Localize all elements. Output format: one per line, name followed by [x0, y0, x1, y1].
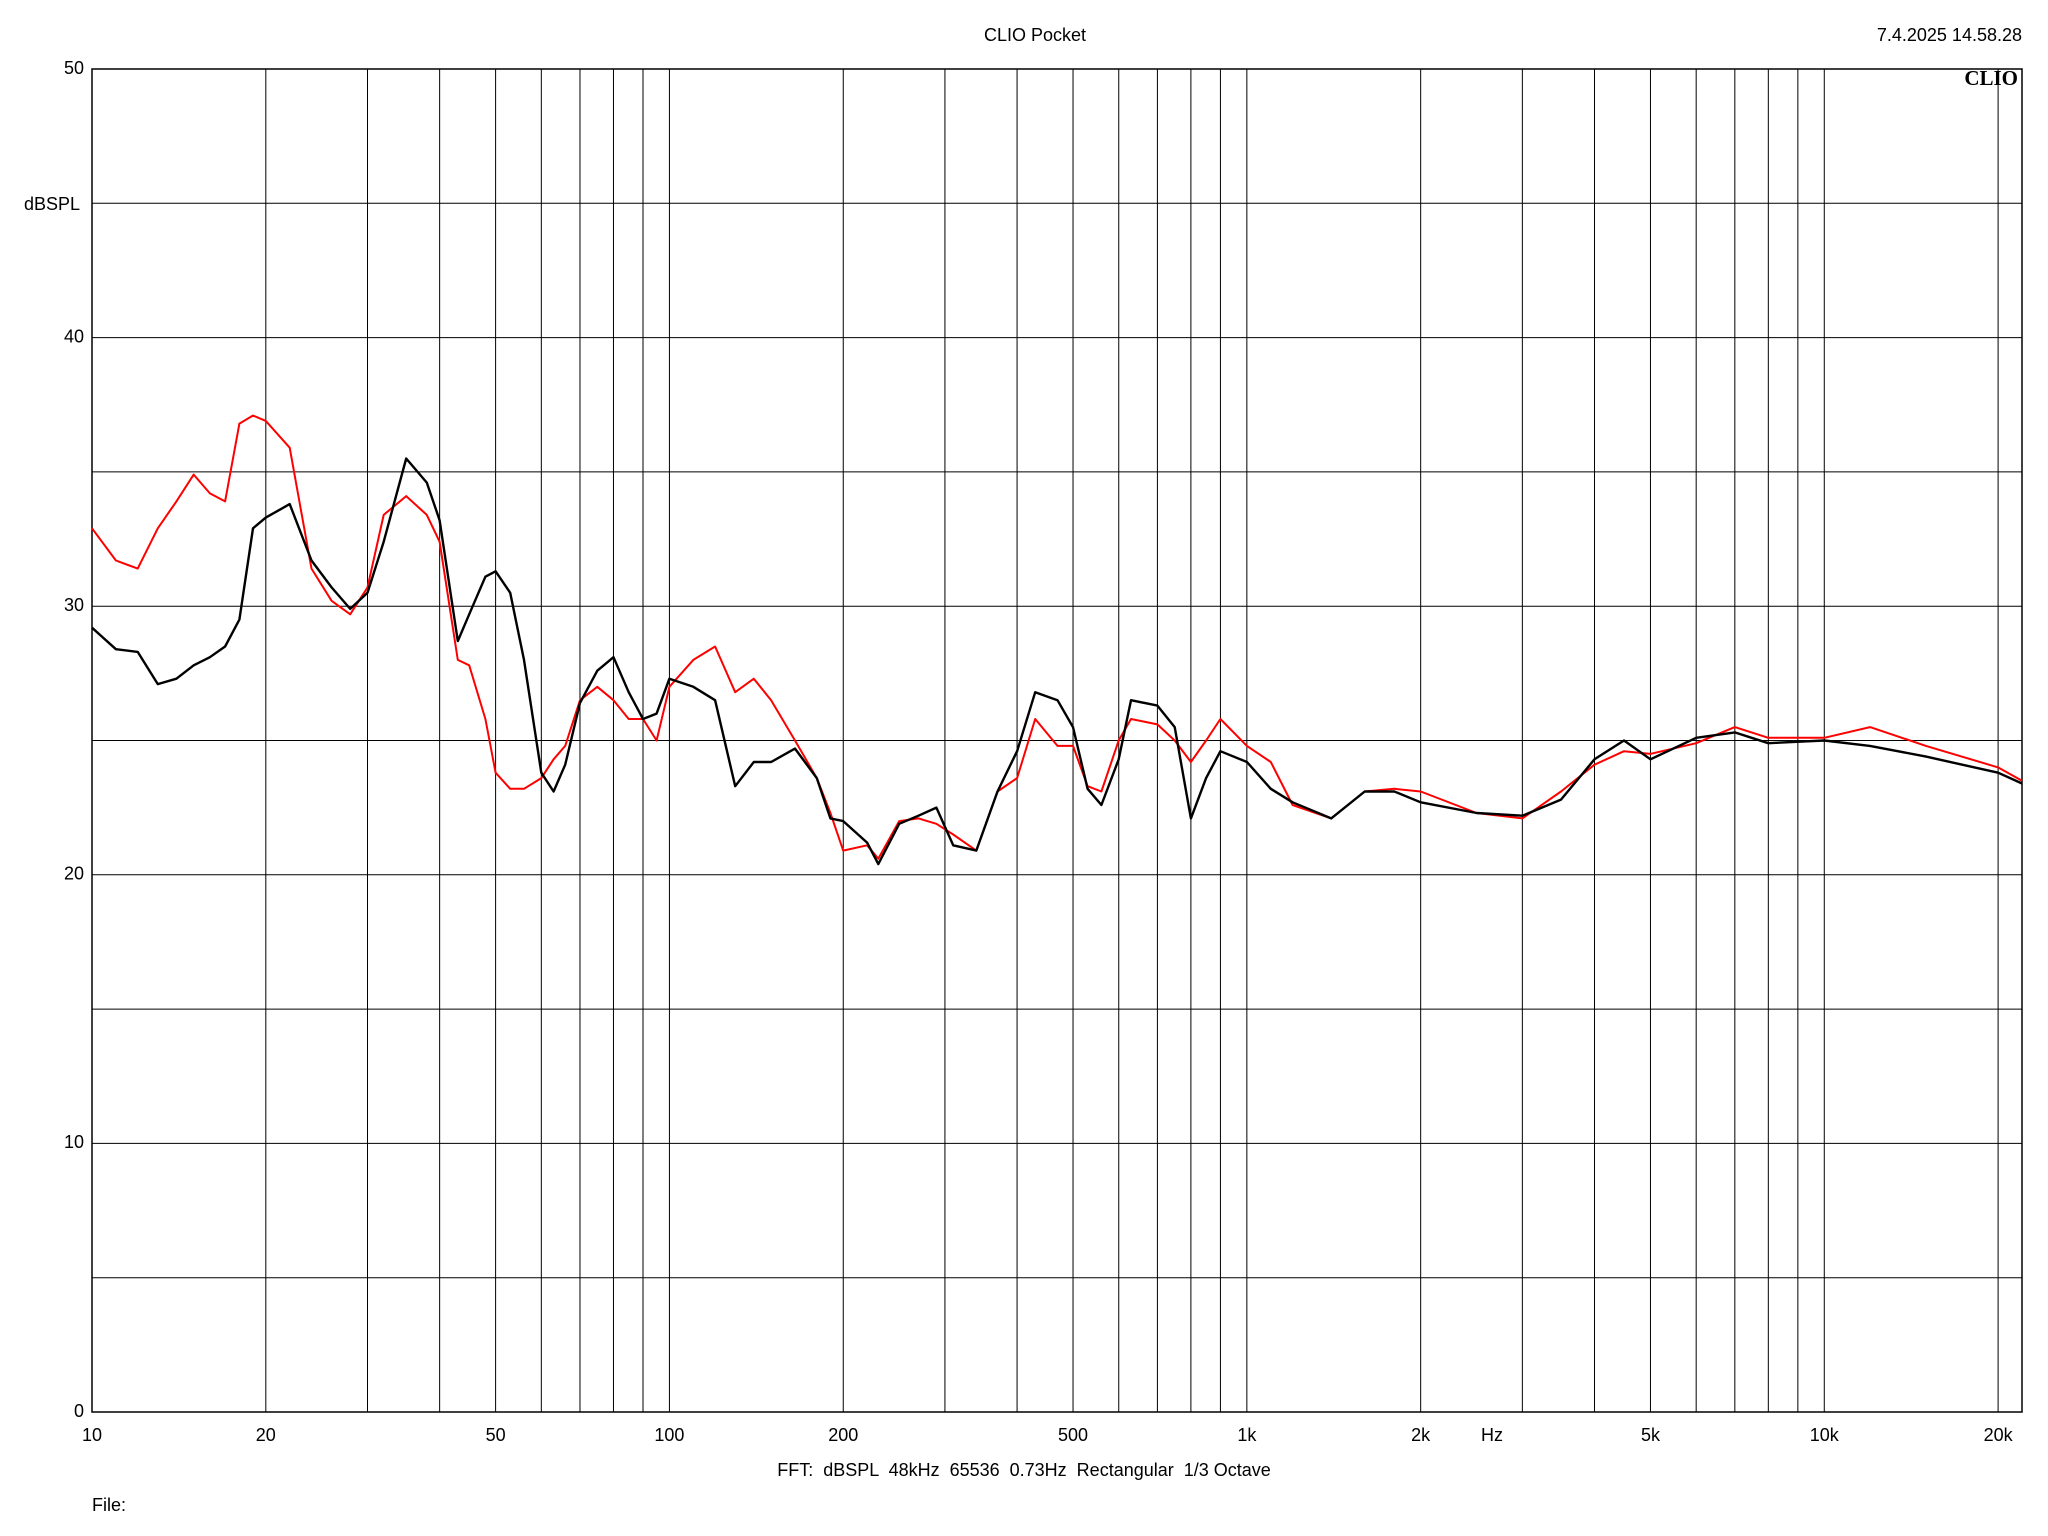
y-tick-label: 0 [74, 1401, 84, 1421]
x-tick-label: 2k [1411, 1425, 1431, 1445]
x-tick-label: 500 [1058, 1425, 1088, 1445]
x-tick-label: 5k [1641, 1425, 1661, 1445]
x-tick-label: 200 [828, 1425, 858, 1445]
chart-title: CLIO Pocket [984, 25, 1086, 45]
y-tick-label: 10 [64, 1132, 84, 1152]
x-tick-label: 100 [654, 1425, 684, 1445]
x-tick-label: 20 [256, 1425, 276, 1445]
plot-frame [91, 68, 2023, 1413]
y-tick-label: 30 [64, 595, 84, 615]
y-axis-label: dBSPL [24, 194, 80, 214]
y-tick-label: 50 [64, 58, 84, 78]
x-tick-label: 1k [1237, 1425, 1257, 1445]
x-tick-label: 10k [1810, 1425, 1840, 1445]
footer: FFT: dBSPL 48kHz 65536 0.73Hz Rectangula… [777, 1460, 1271, 1480]
logo: CLIO [1964, 66, 2018, 90]
y-tick-label: 20 [64, 864, 84, 884]
timestamp: 7.4.2025 14.58.28 [1877, 25, 2022, 45]
y-tick-label: 40 [64, 326, 84, 346]
x-tick-label: 50 [486, 1425, 506, 1445]
series-line [91, 414, 2023, 860]
x-tick-label: 20k [1984, 1425, 2014, 1445]
series-line [91, 457, 2023, 866]
x-axis-label: Hz [1481, 1425, 1503, 1445]
x-tick-label: 10 [82, 1425, 102, 1445]
file-label: File: [92, 1495, 126, 1515]
